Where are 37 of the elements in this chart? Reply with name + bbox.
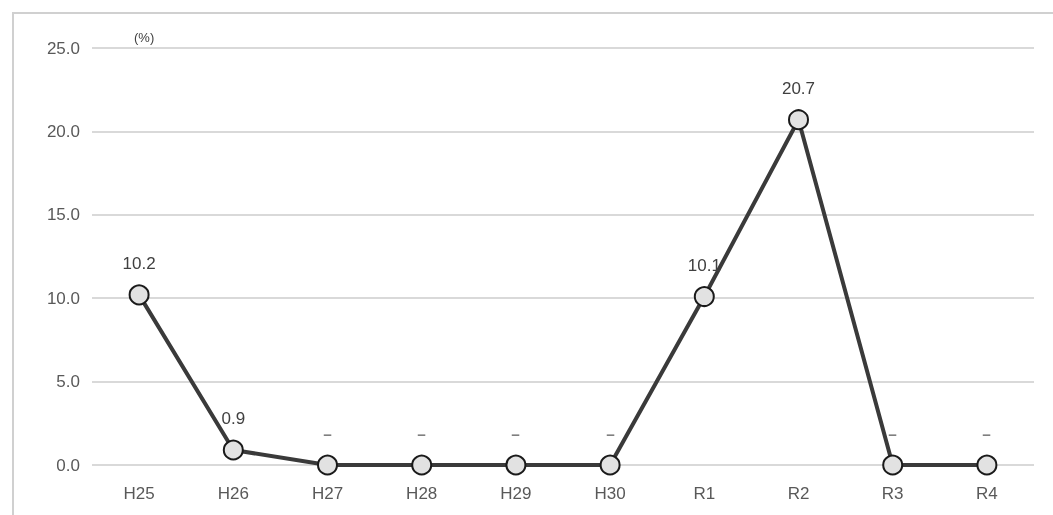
point <box>976 454 998 476</box>
y-tick-label: 20.0 <box>46 121 80 141</box>
y-tick-label: 5.0 <box>56 372 80 392</box>
y-tick-label: 10.0 <box>46 288 80 308</box>
y-tick-label: 15.0 <box>46 205 80 225</box>
x-tick-label: R4 <box>976 484 998 503</box>
x-tick-label: H28 <box>406 484 438 503</box>
point <box>882 454 904 476</box>
x-tick-label: H29 <box>500 484 532 503</box>
data-label: － <box>319 424 336 444</box>
y-tick-label: 0.0 <box>56 455 80 475</box>
point <box>411 454 433 476</box>
x-tick-label: H27 <box>311 484 344 503</box>
point <box>788 109 809 131</box>
data-label: 10.2 <box>122 254 156 274</box>
y-tick-label: 25.0 <box>46 38 80 58</box>
data-label: 0.9 <box>221 409 246 429</box>
x-tick-label: R3 <box>881 484 904 503</box>
data-label: 10.1 <box>687 256 721 276</box>
x-tick-label: H30 <box>594 484 626 503</box>
point <box>693 286 715 308</box>
data-label: 20.7 <box>781 79 816 99</box>
data-label: － <box>507 424 525 444</box>
data-label: － <box>978 424 996 444</box>
point <box>505 454 527 476</box>
x-tick-label: R1 <box>693 484 716 503</box>
data-label: － <box>413 424 431 444</box>
data-label: － <box>884 424 902 444</box>
point <box>599 454 621 476</box>
x-tick-label: R2 <box>787 484 810 503</box>
point <box>128 284 150 306</box>
x-tick-label: H25 <box>123 484 155 503</box>
data-label: － <box>601 424 619 444</box>
point <box>222 439 244 461</box>
point <box>317 454 338 476</box>
x-tick-label: H26 <box>217 484 249 503</box>
y-axis-title: (%) <box>134 30 155 45</box>
